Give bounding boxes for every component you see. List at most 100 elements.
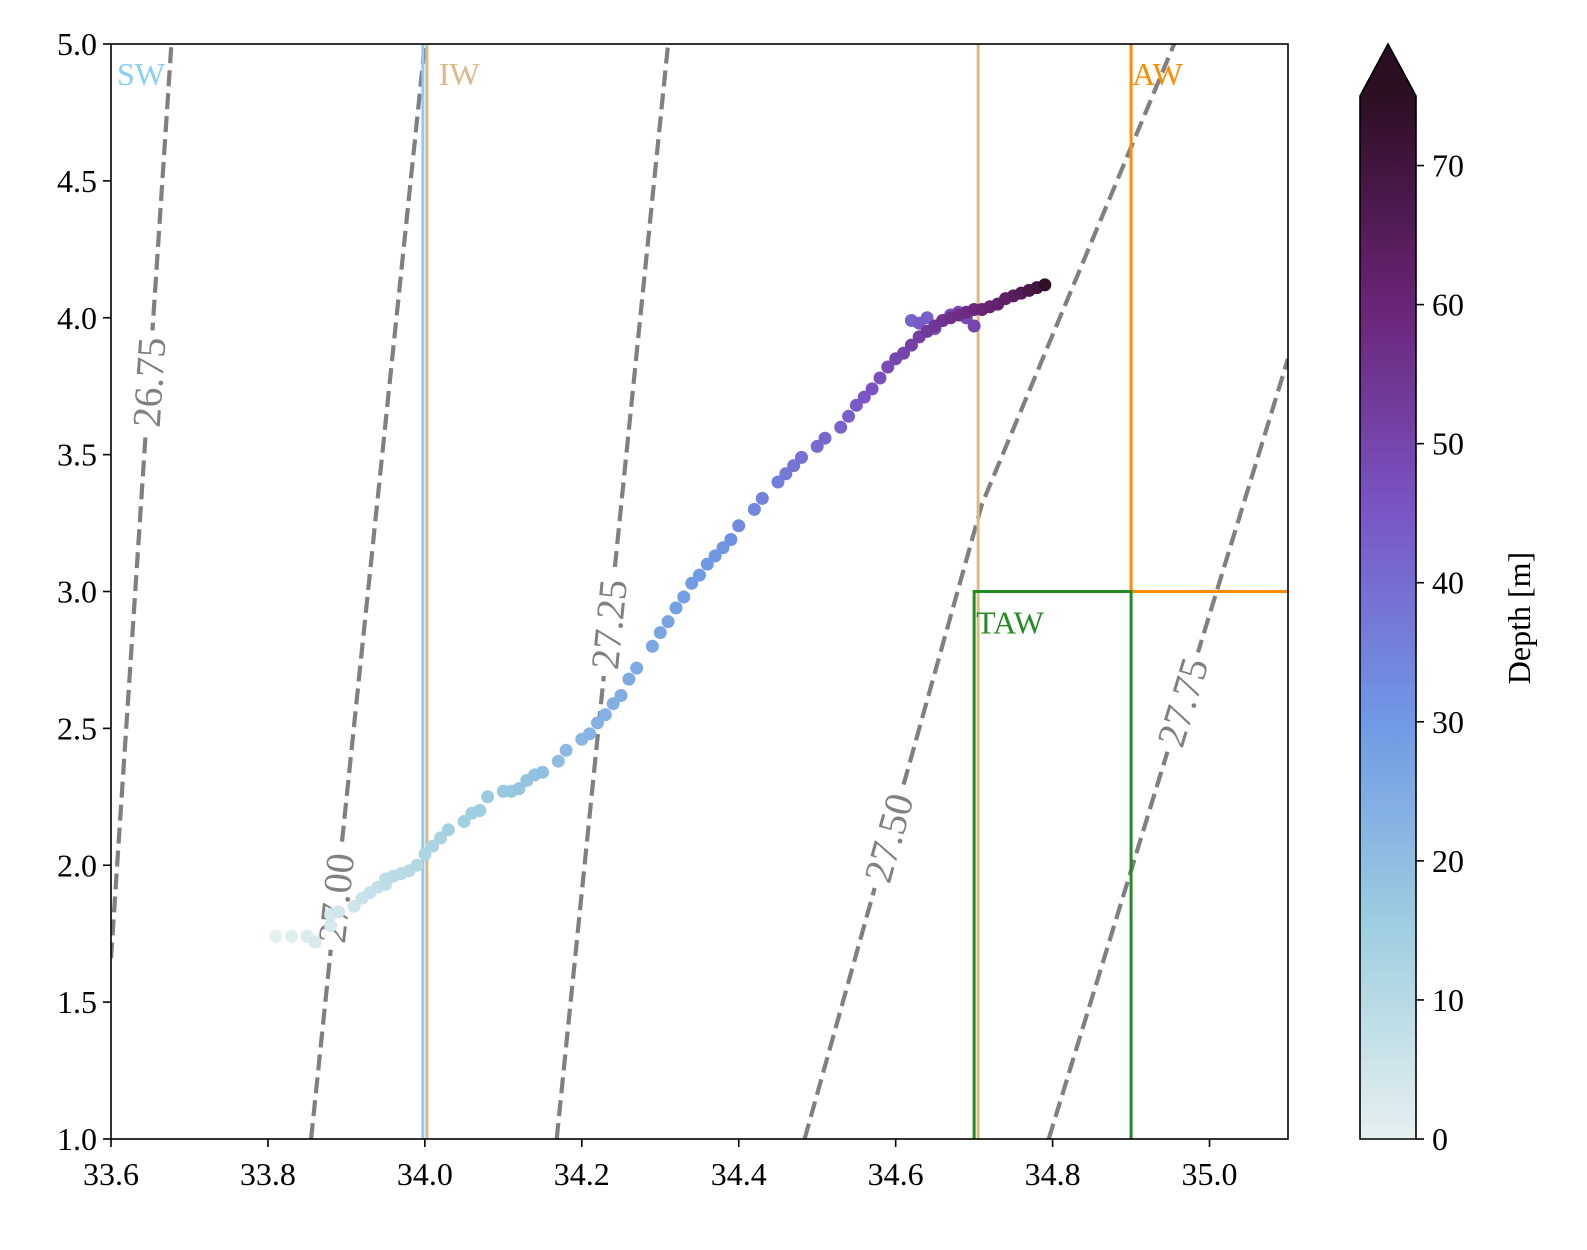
- data-point: [685, 576, 699, 590]
- water-mass-label-sw: SW: [117, 56, 166, 92]
- data-point: [700, 557, 714, 571]
- x-tick-label: 34.6: [868, 1156, 924, 1192]
- isopycnal-label: 27.00: [309, 851, 363, 945]
- data-point: [606, 697, 620, 711]
- data-point: [324, 919, 338, 932]
- isopycnal-label-bg: [306, 843, 366, 953]
- data-points: [269, 278, 1052, 949]
- water-mass-label-iw: IW: [439, 56, 481, 92]
- data-point: [614, 689, 628, 702]
- colorbar-tick-label: 20: [1432, 843, 1464, 879]
- data-point: [308, 935, 322, 949]
- x-tick-label: 34.4: [711, 1156, 767, 1192]
- data-point: [881, 360, 895, 374]
- data-point: [441, 823, 455, 837]
- x-tick-label: 34.0: [397, 1156, 453, 1192]
- data-point: [410, 858, 424, 872]
- isopycnal-line: [1046, 358, 1288, 1139]
- data-point: [536, 765, 550, 779]
- taw-box: [972, 590, 1133, 1139]
- colorbar: 0 10 20 30 40 50 60 70 Depth [m]: [1359, 42, 1537, 1157]
- colorbar-label: Depth [m]: [1501, 552, 1537, 684]
- isopycnal-label-bg: [579, 570, 639, 679]
- isopycnal-label-bg: [1144, 645, 1221, 759]
- data-point: [818, 431, 832, 445]
- isopycnal-label-bg: [121, 328, 177, 436]
- data-point: [630, 661, 644, 675]
- colorbar-tick-label: 10: [1432, 982, 1464, 1018]
- data-point: [332, 905, 346, 919]
- isopycnal-label: 27.25: [582, 577, 636, 671]
- water-mass-lines: [421, 44, 1288, 1139]
- data-point: [559, 743, 573, 757]
- x-tick-label: 33.8: [240, 1156, 296, 1192]
- data-point: [551, 754, 565, 768]
- colorbar-tick-label: 50: [1432, 426, 1464, 462]
- colorbar-tick-label: 0: [1432, 1121, 1448, 1157]
- water-mass-label-aw: AW: [1132, 56, 1184, 92]
- x-axis: 33.6 33.8 34.0 34.2 34.4 34.6 34.8 35.0: [83, 1139, 1238, 1192]
- y-tick-label: 3.5: [57, 437, 97, 473]
- data-point: [418, 847, 432, 861]
- data-point: [897, 346, 910, 360]
- data-point: [591, 716, 604, 730]
- data-point: [708, 549, 722, 563]
- colorbar-ticks: 0 10 20 30 40 50 60 70: [1416, 148, 1464, 1157]
- data-point: [347, 899, 361, 913]
- data-point: [512, 782, 526, 796]
- data-point: [285, 929, 298, 943]
- isopycnal-label: 26.75: [124, 336, 175, 429]
- data-point: [849, 398, 863, 412]
- data-point: [457, 815, 471, 828]
- data-point: [771, 475, 785, 489]
- y-tick-label: 1.5: [57, 984, 97, 1020]
- data-point: [755, 491, 769, 505]
- data-point: [583, 727, 597, 741]
- data-point: [598, 708, 612, 722]
- y-tick-label: 4.0: [57, 300, 97, 336]
- data-point: [724, 533, 738, 546]
- colorbar-tick-label: 30: [1432, 704, 1464, 740]
- data-point: [873, 371, 887, 385]
- data-point: [716, 541, 730, 555]
- data-point: [661, 615, 675, 629]
- y-tick-label: 5.0: [57, 26, 97, 62]
- data-point: [434, 831, 448, 845]
- data-point: [787, 459, 801, 473]
- colorbar-tick-label: 70: [1432, 148, 1464, 184]
- data-point: [795, 450, 808, 464]
- data-point: [842, 409, 856, 423]
- x-tick-label: 33.6: [83, 1156, 139, 1192]
- data-point: [653, 626, 667, 640]
- colorbar-tick-label: 40: [1432, 565, 1464, 601]
- data-point: [779, 467, 793, 481]
- data-point: [269, 929, 283, 943]
- y-tick-label: 2.5: [57, 710, 97, 746]
- data-point: [426, 839, 440, 853]
- data-point: [904, 338, 918, 352]
- data-point: [669, 601, 683, 615]
- data-point: [481, 790, 495, 804]
- data-point: [622, 672, 636, 686]
- water-mass-label-taw: TAW: [976, 605, 1045, 641]
- data-point: [967, 319, 981, 333]
- data-point: [473, 804, 487, 817]
- data-point: [810, 439, 824, 453]
- x-tick-label: 34.2: [554, 1156, 610, 1192]
- isopycnal-label-bg: [851, 781, 926, 895]
- data-point: [1038, 278, 1052, 292]
- data-point: [834, 420, 848, 434]
- y-tick-label: 3.0: [57, 574, 97, 610]
- isopycnal-line: [111, 44, 174, 959]
- x-tick-label: 35.0: [1182, 1156, 1238, 1192]
- data-point: [645, 639, 659, 653]
- isopycnal-line: [309, 44, 427, 1139]
- colorbar-tick-label: 60: [1432, 287, 1464, 323]
- x-tick-label: 34.8: [1025, 1156, 1081, 1192]
- water-mass-labels: SW IW AW TAW: [117, 56, 1184, 641]
- data-point: [865, 382, 879, 396]
- y-axis: 1.0 1.5 2.0 2.5 3.0 3.5 4.0 4.5 5.0: [57, 26, 111, 1157]
- data-point: [693, 568, 706, 582]
